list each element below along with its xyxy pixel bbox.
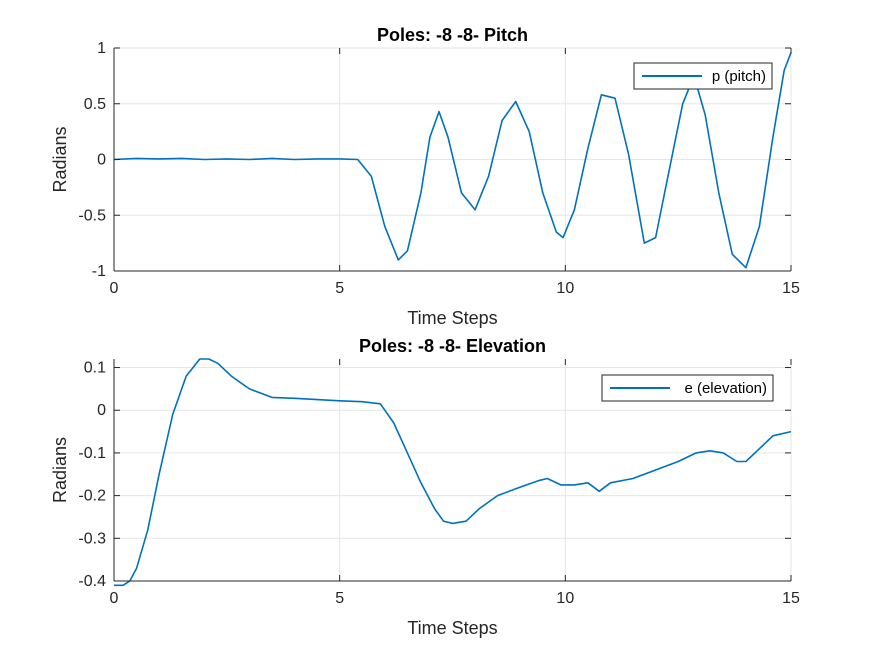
x-tick-label: 15 xyxy=(782,590,800,607)
y-axis-label: Radians xyxy=(50,126,70,192)
y-tick-label: 0.1 xyxy=(84,360,106,377)
x-tick-label: 15 xyxy=(782,280,800,297)
legend-label: p (pitch) xyxy=(712,68,766,85)
x-tick-label: 0 xyxy=(110,590,119,607)
y-tick-label: 0 xyxy=(97,402,106,419)
series-line-0 xyxy=(114,358,792,587)
y-tick-label: -0.3 xyxy=(78,530,106,547)
x-tick-label: 10 xyxy=(556,280,574,297)
legend: p (pitch) xyxy=(633,62,773,90)
x-tick-label: 5 xyxy=(335,590,344,607)
y-tick-label: 0 xyxy=(97,152,106,169)
legend-label: e (elevation) xyxy=(684,380,767,397)
y-tick-label: 1 xyxy=(97,40,106,57)
x-axis-label: Time Steps xyxy=(407,308,497,328)
x-tick-label: 10 xyxy=(556,590,574,607)
x-tick-label: 0 xyxy=(110,280,119,297)
plot-title: Poles: -8 -8- Elevation xyxy=(359,336,546,356)
subplot-elevation: 0 5 10 15 -0.4 -0.3 -0.2 -0.1 0 0.1 Poles: -8 -8- … xyxy=(50,336,800,638)
y-tick-label: -0.5 xyxy=(78,207,106,224)
x-axis-label: Time Steps xyxy=(407,618,497,638)
subplot-pitch: 0 5 10 15 -1 -0.5 0 0.5 1 Poles: -8 -8- Pitch Time… xyxy=(50,25,800,328)
y-tick-label: -0.4 xyxy=(78,573,106,590)
y-tick-label: 0.5 xyxy=(84,96,106,113)
x-tick-label: 5 xyxy=(335,280,344,297)
y-tick-label: -1 xyxy=(92,263,106,280)
y-axis-label: Radians xyxy=(50,437,70,503)
legend: e (elevation) xyxy=(601,374,774,402)
plot-title: Poles: -8 -8- Pitch xyxy=(377,25,528,45)
y-tick-label: -0.1 xyxy=(78,445,106,462)
y-tick-label: -0.2 xyxy=(78,488,106,505)
